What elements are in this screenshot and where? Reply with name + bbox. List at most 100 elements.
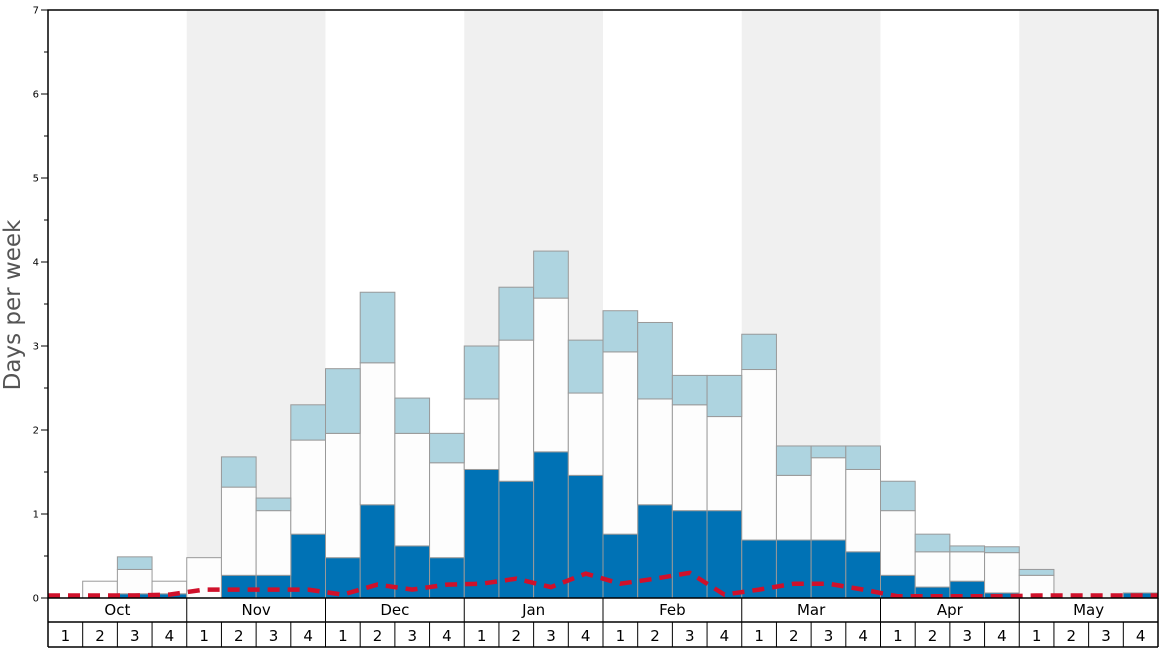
bar-segment-s3-23: [810, 445, 847, 459]
week-label: 1: [338, 627, 348, 645]
bar-segment-s3-9: [325, 368, 361, 434]
bar-segment-s3-14: [498, 286, 535, 341]
bar-segment-s2-11: [394, 432, 431, 547]
month-label-jan: Jan: [521, 601, 545, 619]
bar-segment-s2-6: [220, 486, 257, 576]
bar-segment-s3-25: [880, 480, 916, 512]
bar-segment-s1-23: [810, 539, 847, 599]
week-label: 3: [546, 627, 556, 645]
week-label: 1: [61, 627, 71, 645]
bar-segment-s1-22: [775, 539, 812, 599]
month-label-mar: Mar: [797, 601, 826, 619]
bar-segment-s3-13: [463, 345, 500, 400]
bar-segment-s3-12: [429, 432, 465, 464]
bar-segment-s2-16: [567, 392, 604, 476]
bar-segment-s2-9: [325, 432, 361, 559]
month-label-apr: Apr: [937, 601, 964, 619]
y-tick-label: 5: [33, 174, 39, 185]
y-tick-label: 7: [33, 6, 39, 17]
week-label: 2: [373, 627, 383, 645]
bar-segment-s3-3: [116, 556, 153, 570]
week-label: 3: [130, 627, 140, 645]
bar-segment-s3-27: [949, 545, 986, 553]
bar-segment-s2-25: [880, 510, 916, 576]
month-label-dec: Dec: [380, 601, 409, 619]
week-label: 2: [1067, 627, 1077, 645]
bar-segment-s2-23: [810, 457, 847, 541]
week-label: 3: [824, 627, 834, 645]
week-label: 2: [512, 627, 522, 645]
bar-segment-s3-17: [602, 310, 639, 353]
bar-segment-s2-8: [290, 439, 326, 535]
bar-segment-s2-18: [637, 398, 673, 506]
week-label: 4: [720, 627, 730, 645]
week-label: 3: [407, 627, 417, 645]
bar-segment-s3-20: [706, 374, 743, 418]
y-tick-label: 2: [33, 426, 39, 437]
y-tick-label: 1: [33, 510, 39, 521]
bar-segment-s3-16: [567, 339, 604, 394]
bar-segment-s1-17: [602, 533, 639, 599]
week-label: 1: [1032, 627, 1042, 645]
bar-segment-s2-7: [255, 510, 292, 576]
bar-segment-s3-22: [775, 445, 812, 476]
bar-segment-s3-18: [637, 321, 673, 400]
bar-segment-s2-28: [984, 552, 1020, 594]
bar-segment-s3-21: [741, 333, 777, 371]
bar-segment-s1-12: [429, 557, 465, 599]
week-label: 4: [997, 627, 1007, 645]
y-tick-label: 6: [33, 90, 39, 101]
week-label: 4: [1136, 627, 1146, 645]
week-label: 2: [650, 627, 660, 645]
bar-segment-s2-22: [775, 474, 812, 541]
bar-segment-s2-20: [706, 416, 743, 512]
bar-segment-s2-19: [671, 404, 708, 512]
bar-segment-s2-17: [602, 351, 639, 535]
week-label: 1: [477, 627, 487, 645]
bar-segment-s1-6: [220, 574, 257, 599]
bar-segment-s2-15: [533, 297, 569, 453]
week-label: 3: [962, 627, 972, 645]
bar-segment-s2-3: [116, 568, 153, 595]
bar-segment-s2-27: [949, 551, 986, 582]
bar-segment-s2-12: [429, 462, 465, 559]
y-axis-label: Days per week: [0, 219, 26, 390]
week-label: 4: [303, 627, 313, 645]
bar-segment-s3-19: [671, 374, 708, 406]
week-label: 4: [581, 627, 591, 645]
bar-segment-s3-10: [359, 291, 396, 364]
week-label: 1: [199, 627, 209, 645]
week-label: 4: [442, 627, 452, 645]
y-tick-label: 3: [33, 342, 39, 353]
bars-layer: [82, 250, 1159, 599]
week-label: 1: [616, 627, 626, 645]
week-label: 4: [858, 627, 868, 645]
bar-segment-s1-15: [533, 451, 569, 599]
week-label: 3: [685, 627, 695, 645]
line-series: [48, 570, 1158, 599]
week-label: 4: [165, 627, 175, 645]
bar-segment-s1-20: [706, 510, 743, 599]
week-label: 2: [928, 627, 938, 645]
line-layer: [48, 570, 1158, 599]
week-label: 3: [269, 627, 279, 645]
week-label: 1: [893, 627, 903, 645]
bar-segment-s3-6: [220, 456, 257, 488]
bar-segment-s3-28: [984, 546, 1020, 554]
week-label: 2: [234, 627, 244, 645]
week-label: 1: [754, 627, 764, 645]
bar-segment-s2-13: [463, 398, 500, 470]
bar-segment-s1-18: [637, 504, 673, 599]
week-label: 2: [789, 627, 799, 645]
bar-segment-s2-14: [498, 339, 535, 482]
month-shade-may: [1019, 10, 1158, 598]
bar-segment-s3-26: [914, 533, 951, 553]
bar-segment-s3-7: [255, 497, 292, 512]
bar-segment-s2-24: [845, 468, 881, 553]
bar-segment-s1-13: [463, 468, 500, 599]
y-tick-label: 4: [33, 258, 39, 269]
bar-segment-s2-21: [741, 369, 777, 541]
month-label-oct: Oct: [104, 601, 130, 619]
bar-segment-s3-11: [394, 397, 431, 434]
